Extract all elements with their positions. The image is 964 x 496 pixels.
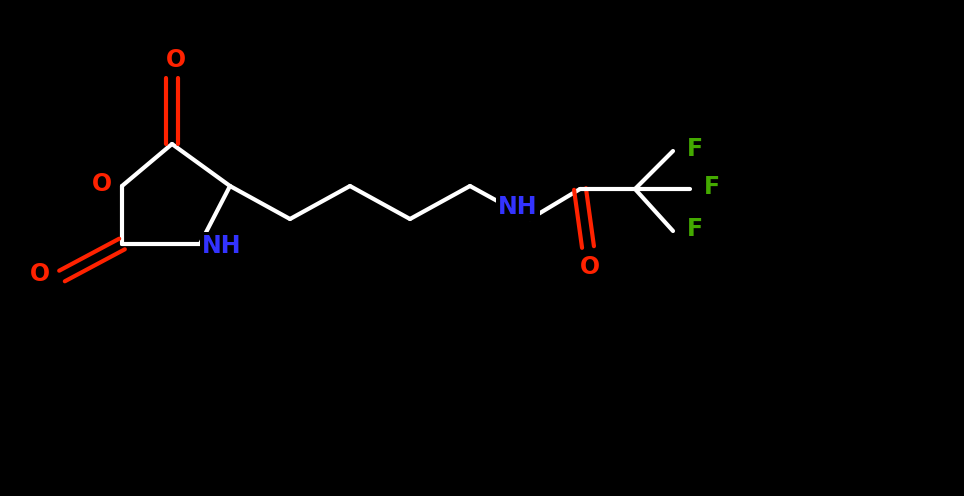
Text: O: O xyxy=(30,262,50,286)
Text: F: F xyxy=(687,137,703,161)
Text: NH: NH xyxy=(202,234,242,258)
Text: O: O xyxy=(580,255,600,279)
Text: F: F xyxy=(704,175,720,199)
Text: O: O xyxy=(92,172,112,196)
Text: F: F xyxy=(687,217,703,241)
Text: NH: NH xyxy=(498,195,538,219)
Text: O: O xyxy=(166,48,186,72)
